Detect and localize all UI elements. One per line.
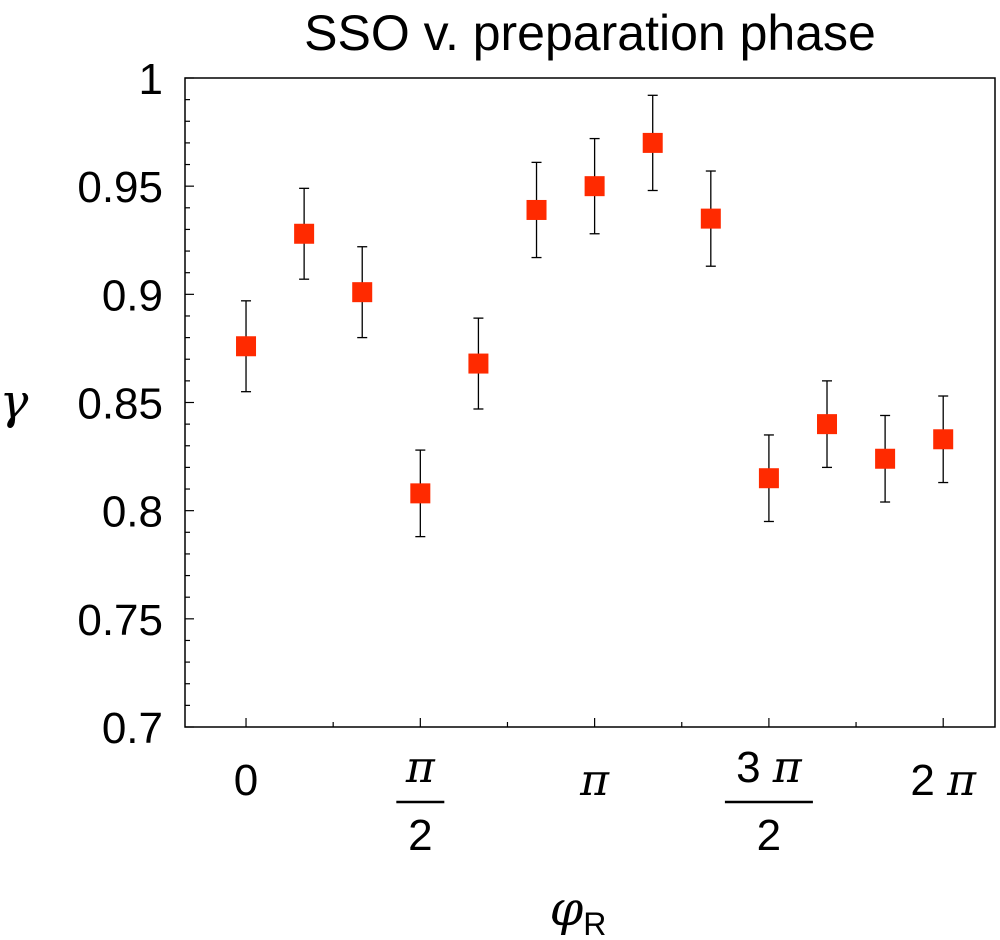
data-point (236, 336, 257, 357)
data-point (817, 414, 838, 435)
chart-title: SSO v. preparation phase (304, 5, 876, 61)
data-point (410, 483, 431, 504)
x-tick-label: π (579, 755, 610, 806)
x-tick-label: 0 (234, 756, 258, 805)
x-tick-label-denominator: 2 (408, 811, 432, 860)
data-point (294, 223, 315, 244)
x-axis-label-symbol: φ (550, 881, 584, 937)
plot-frame (184, 77, 996, 728)
data-point (526, 199, 547, 220)
x-tick-label-denominator: 2 (757, 811, 781, 860)
data-point (584, 176, 605, 197)
x-axis-label: φR (550, 881, 607, 940)
x-tick-label-numerator: 3 π (736, 742, 803, 793)
y-tick-label: 0.8 (102, 488, 163, 537)
y-tick-label: 0.7 (102, 704, 163, 753)
x-tick-fraction: π2 (396, 742, 445, 860)
data-point (875, 448, 896, 469)
x-tick-fraction: 3 π2 (724, 742, 813, 860)
data-points (236, 132, 954, 504)
data-point (758, 468, 779, 489)
data-point (352, 282, 373, 303)
x-axis-label-subscript: R (583, 906, 606, 940)
y-tick-label: 1 (139, 55, 163, 104)
x-tick-label: 2 π (910, 755, 977, 806)
y-tick-label: 0.95 (77, 163, 163, 212)
x-axis-ticks: 0 π2π 3 π22 π (234, 718, 977, 860)
data-point (700, 208, 721, 229)
y-tick-label: 0.9 (102, 271, 163, 320)
data-point (933, 429, 954, 450)
data-point (468, 353, 489, 374)
y-tick-label: 0.75 (77, 596, 163, 645)
data-point (642, 132, 663, 153)
error-bars (241, 94, 949, 538)
x-tick-label-numerator: π (405, 742, 436, 793)
y-axis-label: γ (0, 374, 29, 430)
y-axis-ticks: 0.7 0.75 0.8 0.85 0.9 0.95 1 (77, 55, 194, 753)
y-tick-label: 0.85 (77, 380, 163, 429)
